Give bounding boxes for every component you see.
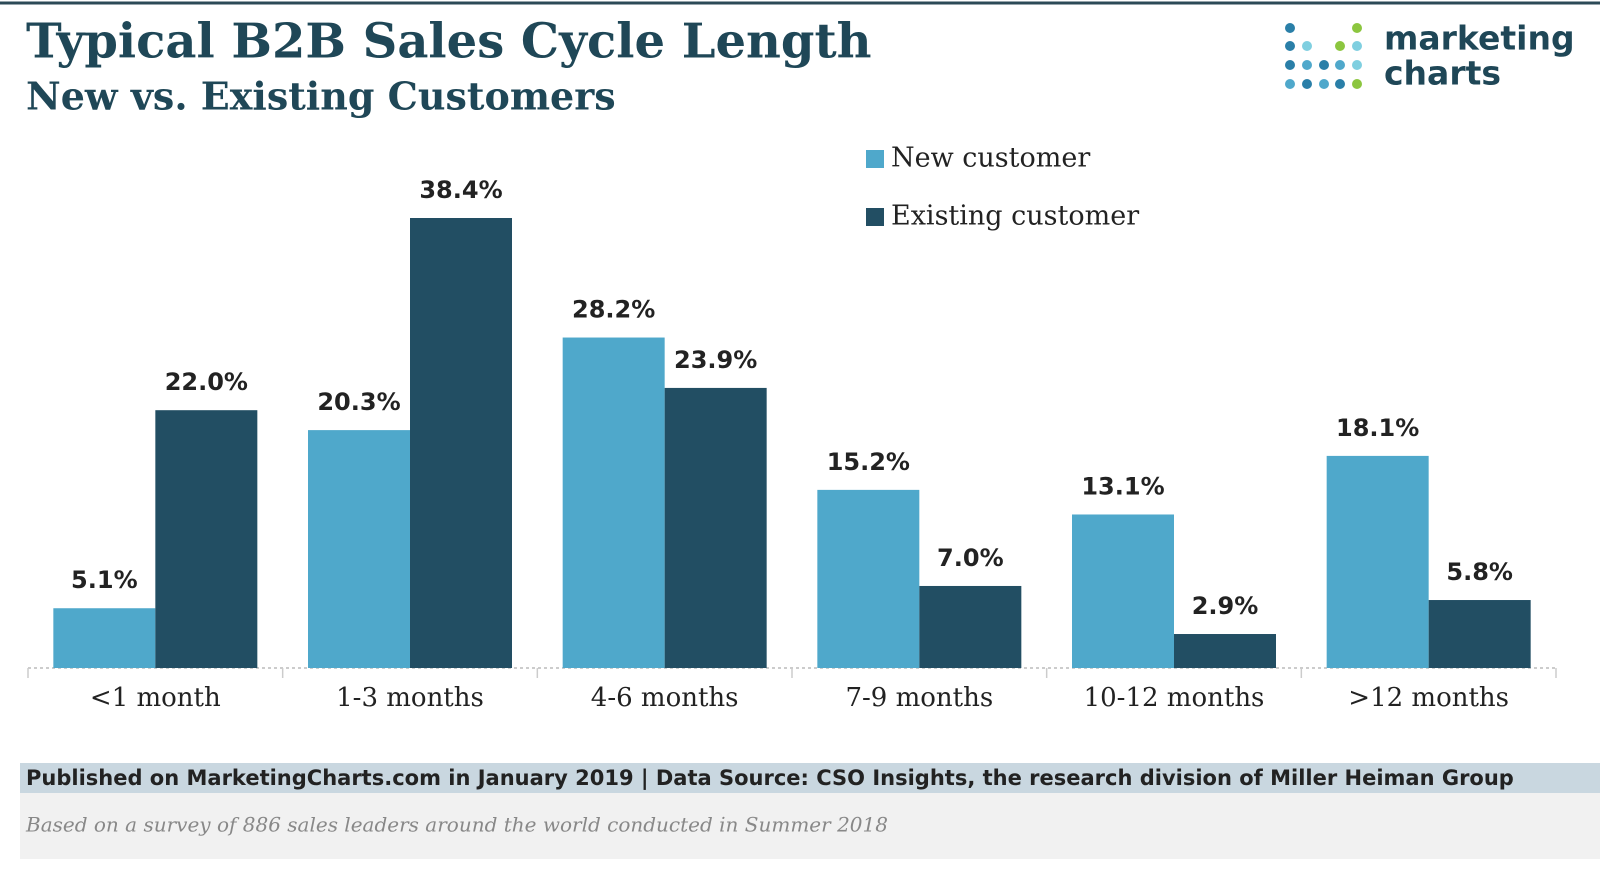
data-label: 7.0% xyxy=(937,544,1004,572)
data-label: 38.4% xyxy=(419,176,502,204)
note-band xyxy=(20,793,1600,859)
logo-text: charts xyxy=(1384,54,1501,93)
data-label: 20.3% xyxy=(317,388,400,416)
data-label: 5.8% xyxy=(1446,558,1513,586)
bar xyxy=(817,489,920,668)
data-label: 15.2% xyxy=(827,448,910,476)
data-label: 13.1% xyxy=(1081,472,1164,500)
data-label: 22.0% xyxy=(165,368,248,396)
chart-title: Typical B2B Sales Cycle Length xyxy=(26,14,872,70)
legend-label: Existing customer xyxy=(891,201,1139,232)
legend-swatch xyxy=(866,208,884,226)
bar xyxy=(53,608,156,668)
bar xyxy=(308,430,410,668)
bar xyxy=(155,410,258,668)
bar xyxy=(1174,634,1276,668)
legend-swatch xyxy=(866,150,884,168)
x-tick-label: <1 month xyxy=(90,683,221,713)
chart-subtitle: New vs. Existing Customers xyxy=(26,74,616,119)
x-tick-label: 10-12 months xyxy=(1084,683,1265,713)
data-label: 28.2% xyxy=(572,296,655,324)
data-label: 5.1% xyxy=(71,566,138,594)
data-label: 18.1% xyxy=(1336,414,1419,442)
bar xyxy=(919,585,1022,668)
data-label: 2.9% xyxy=(1192,592,1259,620)
bar xyxy=(1072,514,1174,668)
x-tick-label: 7-9 months xyxy=(845,683,993,713)
x-tick-label: 4-6 months xyxy=(591,683,739,713)
bar xyxy=(664,387,767,668)
source: Published on MarketingCharts.com in Janu… xyxy=(26,766,1514,791)
bar xyxy=(410,218,512,668)
logo-text: marketing xyxy=(1384,19,1575,58)
bar xyxy=(1326,455,1429,668)
bar xyxy=(1428,600,1531,668)
x-tick-label: >12 months xyxy=(1348,683,1509,713)
logo-dots xyxy=(1285,23,1362,89)
x-tick-label: 1-3 months xyxy=(336,683,484,713)
data-label: 23.9% xyxy=(674,346,757,374)
source-band xyxy=(20,763,1600,793)
legend-label: New customer xyxy=(891,143,1090,174)
note: Based on a survey of 886 sales leaders a… xyxy=(25,813,888,837)
bar xyxy=(562,337,665,668)
